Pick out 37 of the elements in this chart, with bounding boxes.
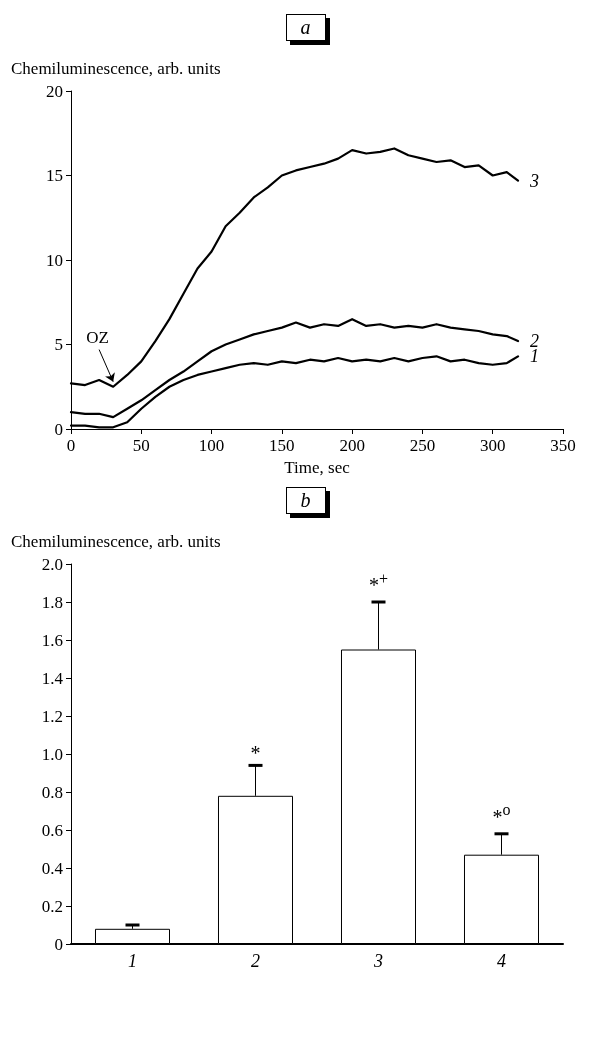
x-tick-label: 200 [339, 436, 365, 455]
x-tick-label: 300 [479, 436, 506, 455]
x-axis-title: Time, sec [284, 458, 351, 477]
y-tick-label: 0.2 [41, 896, 63, 916]
y-tick-label: 1.6 [41, 630, 63, 650]
y-tick-label: 0.4 [41, 858, 64, 878]
x-tick-label: 4 [497, 951, 506, 971]
y-tick-label: 0.6 [41, 820, 63, 840]
x-tick-label: 3 [373, 951, 383, 971]
x-tick-label: 100 [198, 436, 225, 455]
y-axis-title: Chemiluminescence, arb. units [11, 532, 221, 551]
x-tick-label: 0 [66, 436, 76, 455]
y-tick-label: 0 [54, 934, 63, 954]
series-label: 3 [529, 170, 540, 191]
y-tick-label: 10 [46, 250, 63, 270]
chart-title: a [285, 14, 326, 41]
x-tick-label: 350 [550, 436, 576, 455]
y-tick-label: 2.0 [41, 554, 63, 574]
y-tick-label: 1.4 [41, 668, 64, 688]
y-axis-title: Chemiluminescence, arb. units [11, 59, 221, 78]
y-tick-label: 1.8 [41, 592, 63, 612]
x-tick-label: 1 [128, 951, 137, 971]
x-tick-label: 150 [269, 436, 295, 455]
y-tick-label: 15 [46, 166, 63, 185]
y-tick-label: 0 [54, 419, 63, 439]
y-tick-label: 1.0 [41, 744, 63, 764]
annotation: * [250, 742, 261, 765]
y-tick-label: 1.2 [41, 706, 63, 726]
chart-title: b [285, 487, 326, 514]
y-tick-label: 5 [54, 335, 63, 354]
y-tick-label: 0.8 [41, 782, 63, 802]
y-tick-label: 20 [46, 81, 63, 101]
x-tick-label: 250 [409, 436, 436, 455]
annotation: OZ [86, 327, 109, 347]
x-tick-label: 50 [132, 436, 150, 455]
x-tick-label: 2 [251, 951, 260, 971]
annotation: *+ [368, 569, 389, 596]
